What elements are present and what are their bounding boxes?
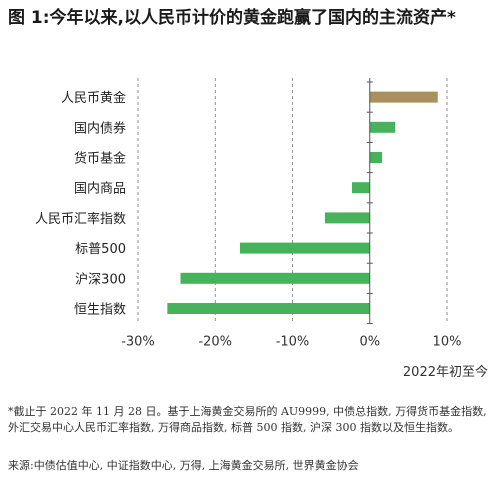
- period-label: 2022年初至今: [402, 365, 488, 380]
- x-tick-label: -30%: [121, 335, 155, 350]
- source-note: 来源:中债估值中心, 中证指数中心, 万得, 上海黄金交易所, 世界黄金协会: [8, 459, 359, 472]
- category-label: 标普500: [75, 242, 126, 257]
- bar: [324, 212, 370, 224]
- chart-title: 图 1:今年以来,以人民币计价的黄金跑赢了国内的主流资产*: [8, 8, 456, 28]
- bar: [369, 121, 396, 133]
- grid-lines: [137, 78, 448, 324]
- category-label: 国内商品: [74, 181, 126, 197]
- bar: [167, 303, 370, 314]
- bar: [351, 182, 370, 194]
- footnote: *截止于 2022 年 11 月 28 日。基于上海黄金交易所的 AU9999,…: [8, 405, 487, 434]
- bar: [369, 152, 383, 163]
- bar: [369, 91, 438, 103]
- category-label: 人民币黄金: [61, 90, 126, 106]
- bar-chart: -30% -20% -10% 0% 10% 人民币黄金国内债券货币基金国内商品人民币汇率…: [35, 78, 461, 350]
- x-tick-label: 0%: [359, 335, 380, 350]
- bar: [239, 242, 370, 254]
- x-tick-label: 10%: [433, 335, 462, 350]
- category-label: 货币基金: [74, 151, 126, 167]
- category-label: 恒生指数: [74, 303, 126, 318]
- value-axis: -30% -20% -10% 0% 10%: [121, 78, 461, 350]
- category-label: 国内债券: [74, 120, 126, 136]
- x-tick-label: -10%: [276, 335, 310, 350]
- bar: [180, 272, 370, 284]
- x-tick-label: -20%: [198, 335, 232, 350]
- category-label: 沪深300: [75, 271, 126, 287]
- bars: [167, 91, 438, 314]
- category-label: 人民币汇率指数: [35, 211, 126, 227]
